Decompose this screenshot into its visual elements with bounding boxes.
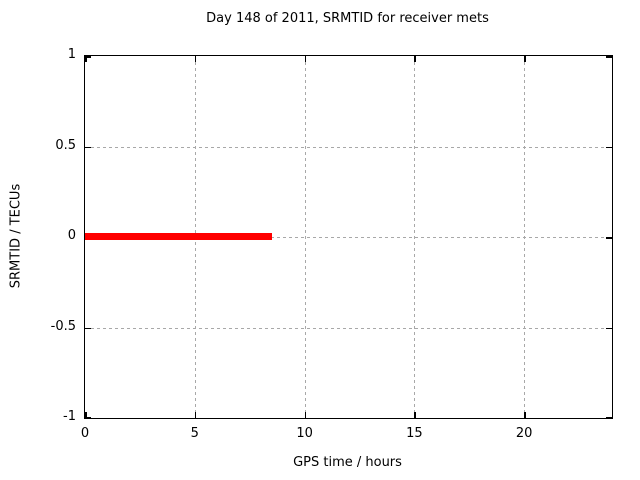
tick-mark (85, 146, 91, 148)
tick-mark (85, 56, 87, 62)
tick-mark (414, 412, 416, 418)
x-tick-label: 0 (80, 426, 90, 441)
tick-mark (414, 56, 416, 62)
tick-mark (194, 412, 197, 418)
y-tick-label: 0.5 (55, 137, 76, 153)
tick-mark (606, 237, 612, 239)
tick-mark (85, 327, 91, 329)
x-tick-label: 5 (190, 426, 199, 441)
x-axis-title: GPS time / hours (293, 455, 402, 470)
tick-mark (85, 412, 87, 418)
y-tick-label: -1 (63, 409, 76, 424)
x-tick-label: 20 (515, 426, 533, 441)
tick-mark (606, 416, 612, 418)
gridline-horizontal (85, 146, 612, 148)
tick-mark (194, 56, 197, 62)
series-line-srmtid (85, 233, 272, 240)
tick-mark (524, 56, 526, 62)
tick-mark (606, 56, 612, 58)
y-tick-label: 0 (67, 228, 76, 243)
tick-mark (304, 412, 307, 418)
tick-mark (304, 56, 307, 62)
gridline-horizontal (85, 237, 612, 238)
tick-mark (606, 146, 612, 148)
tick-mark (85, 56, 91, 58)
y-tick-label: -0.5 (50, 318, 76, 334)
y-axis-title: SRMTID / TECUs (8, 183, 24, 289)
tick-mark (524, 412, 526, 418)
chart-title: Day 148 of 2011, SRMTID for receiver met… (206, 11, 489, 26)
gridline-horizontal (85, 327, 612, 329)
tick-mark (606, 327, 612, 329)
tick-mark (85, 416, 91, 418)
x-tick-label: 15 (406, 426, 423, 441)
plot-area (84, 55, 613, 419)
y-tick-label: 1 (67, 47, 76, 62)
x-tick-label: 10 (296, 426, 313, 441)
